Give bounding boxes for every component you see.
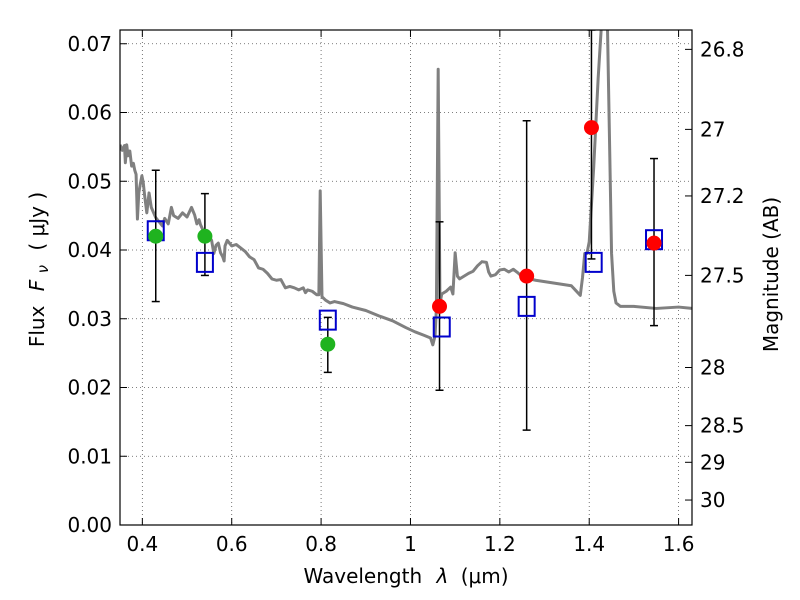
- y-axis-label: Flux F ν ( μJy ): [25, 192, 53, 347]
- model-spectrum-line: [120, 30, 692, 347]
- model-square-marker: [195, 251, 214, 273]
- y2-axis-label: Magnitude (AB): [759, 197, 783, 352]
- data-point-marker: [432, 298, 448, 314]
- y2-tick-label: 27.5: [700, 263, 745, 287]
- x-axis-label: Wavelength λ (μm): [303, 564, 508, 588]
- y-tick-label: 0.00: [67, 513, 112, 537]
- grid: [120, 30, 692, 526]
- y-tick-label: 0.04: [67, 238, 112, 262]
- y-axis-label-subscript: ν: [34, 265, 52, 273]
- x-tick-label: 1.4: [573, 532, 605, 556]
- y-tick-label: 0.07: [67, 32, 112, 56]
- x-tick-label: 0.8: [305, 532, 337, 556]
- data-point-marker: [148, 228, 164, 244]
- y-axis-label-main: Flux: [25, 305, 49, 347]
- y2-tick-label: 29: [700, 450, 725, 474]
- data-point-marker: [519, 268, 535, 284]
- x-tick-label: 1: [404, 532, 417, 556]
- data-point-marker: [583, 120, 599, 136]
- x-axis-label-symbol: λ: [436, 564, 449, 588]
- model-square-marker: [584, 251, 603, 273]
- data-point-marker: [646, 235, 662, 251]
- plot-frame: [119, 29, 693, 526]
- y2-tick-label: 27.2: [700, 184, 745, 208]
- model-square-marker: [432, 316, 451, 338]
- axis-ticks: 0.4 0.6 0.8 1 1.2 1.4 1.6 0.00 0.01 0.02 0.03 0.04 0…: [67, 30, 745, 556]
- y2-tick-label: 28.5: [700, 414, 745, 438]
- x-tick-label: 0.4: [126, 532, 158, 556]
- y-tick-label: 0.05: [67, 169, 112, 193]
- x-tick-label: 0.6: [216, 532, 248, 556]
- x-axis-label-unit: (μm): [461, 564, 509, 588]
- y2-tick-label: 28: [700, 356, 725, 380]
- y-tick-label: 0.01: [67, 444, 112, 468]
- x-tick-label: 1.6: [663, 532, 695, 556]
- model-square-marker: [318, 309, 337, 331]
- plot-area: [120, 30, 692, 431]
- data-point-marker: [197, 228, 213, 244]
- y2-tick-label: 26.8: [700, 37, 745, 61]
- data-point-marker: [320, 336, 336, 352]
- y2-tick-label: 27: [700, 117, 725, 141]
- y-tick-label: 0.03: [67, 307, 112, 331]
- y-tick-label: 0.02: [67, 376, 112, 400]
- model-square-marker: [517, 295, 536, 317]
- y-axis-label-symbol: F: [25, 279, 49, 291]
- y-tick-label: 0.06: [67, 101, 112, 125]
- y2-tick-label: 30: [700, 488, 725, 512]
- x-axis-label-main: Wavelength: [303, 564, 422, 588]
- y-axis-label-unit: ( μJy ): [25, 192, 49, 251]
- x-tick-label: 1.2: [484, 532, 516, 556]
